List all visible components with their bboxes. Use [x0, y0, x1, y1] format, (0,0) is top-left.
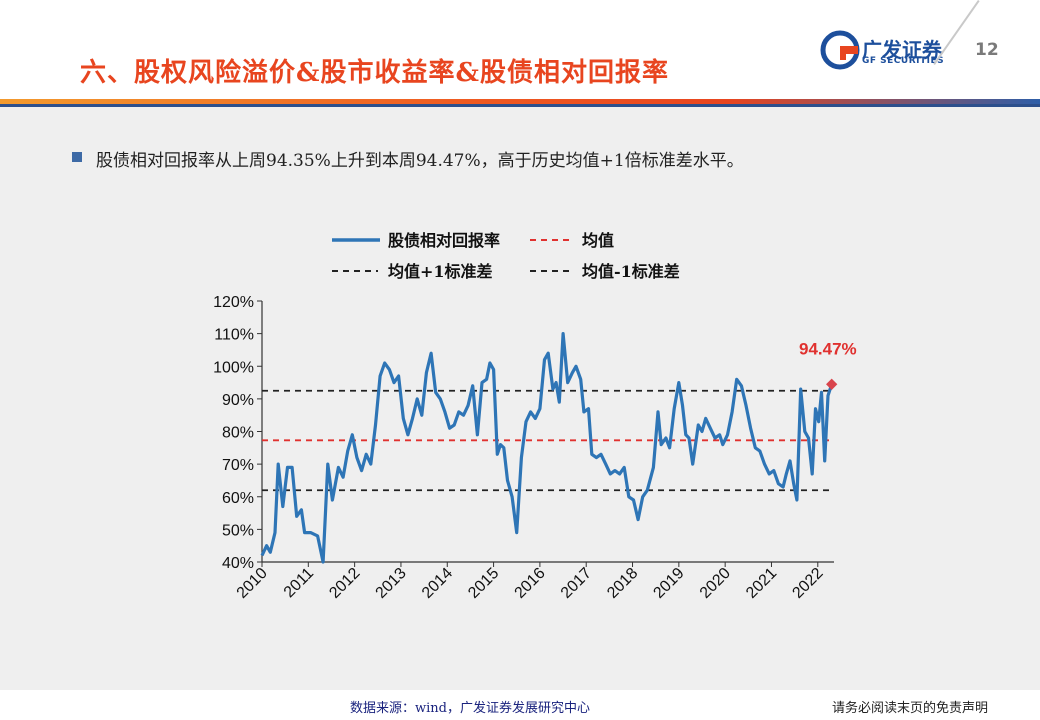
y-tick-label: 110%: [214, 327, 254, 344]
header-underline: [0, 104, 1040, 107]
legend-minus-std-label: 均值-1标准差: [582, 262, 680, 281]
x-tick-label: 2021: [743, 565, 780, 602]
y-tick-label: 40%: [222, 555, 254, 572]
legend-mean-label: 均值: [582, 231, 614, 250]
x-tick-label: 2013: [373, 565, 410, 602]
x-tick-label: 2011: [281, 565, 317, 601]
logo-subtitle: GF SECURITIES: [862, 56, 945, 66]
x-tick-label: 2022: [789, 565, 826, 602]
slide-header: 六、股权风险溢价&股市收益率&股债相对回报率 广发证券 GF SECURITIE…: [0, 0, 1040, 100]
y-tick-label: 50%: [222, 522, 254, 539]
x-tick-label: 2015: [465, 565, 502, 602]
page-number: 12: [975, 40, 999, 60]
bullet-square-icon: [72, 152, 82, 162]
y-tick-label: 70%: [222, 457, 254, 474]
disclaimer: 请务必阅读末页的免责声明: [832, 701, 989, 716]
series-layer: [260, 332, 838, 564]
x-tick-label: 2017: [558, 565, 595, 602]
legend-series-label: 股债相对回报率: [388, 231, 500, 250]
last-value-callout: 94.47%: [799, 339, 857, 358]
logo-mark-icon: [820, 30, 860, 70]
y-tick-label: 100%: [213, 359, 254, 376]
slide-body: [0, 107, 1040, 690]
slide-title: 六、股权风险溢价&股市收益率&股债相对回报率: [80, 58, 669, 88]
header-accent-bar: [0, 99, 1040, 104]
bullet-text: 股债相对回报率从上周94.35%上升到本周94.47%，高于历史均值+1倍标准差…: [96, 151, 744, 171]
x-tick-label: 2014: [419, 565, 456, 602]
company-logo: 广发证券 GF SECURITIES: [820, 30, 950, 72]
legend: 股债相对回报率 均值 均值+1标准差 均值-1标准差: [332, 231, 680, 281]
logo-name: 广发证券: [862, 38, 942, 62]
y-tick-label: 60%: [222, 490, 254, 507]
x-tick-label: 2019: [650, 565, 687, 602]
x-tick-label: 2016: [512, 565, 549, 602]
y-tick-label: 90%: [222, 392, 254, 409]
y-tick-label: 80%: [222, 425, 254, 442]
data-source: 数据来源：wind，广发证券发展研究中心: [350, 701, 590, 716]
legend-plus-std-label: 均值+1标准差: [388, 262, 493, 281]
series-line: [260, 332, 834, 564]
reference-lines: [262, 389, 834, 492]
last-point-marker: [826, 378, 838, 390]
x-tick-label: 2012: [326, 565, 363, 602]
y-tick-label: 120%: [213, 294, 254, 311]
x-tick-label: 2020: [697, 565, 734, 602]
x-tick-label: 2018: [604, 565, 641, 602]
